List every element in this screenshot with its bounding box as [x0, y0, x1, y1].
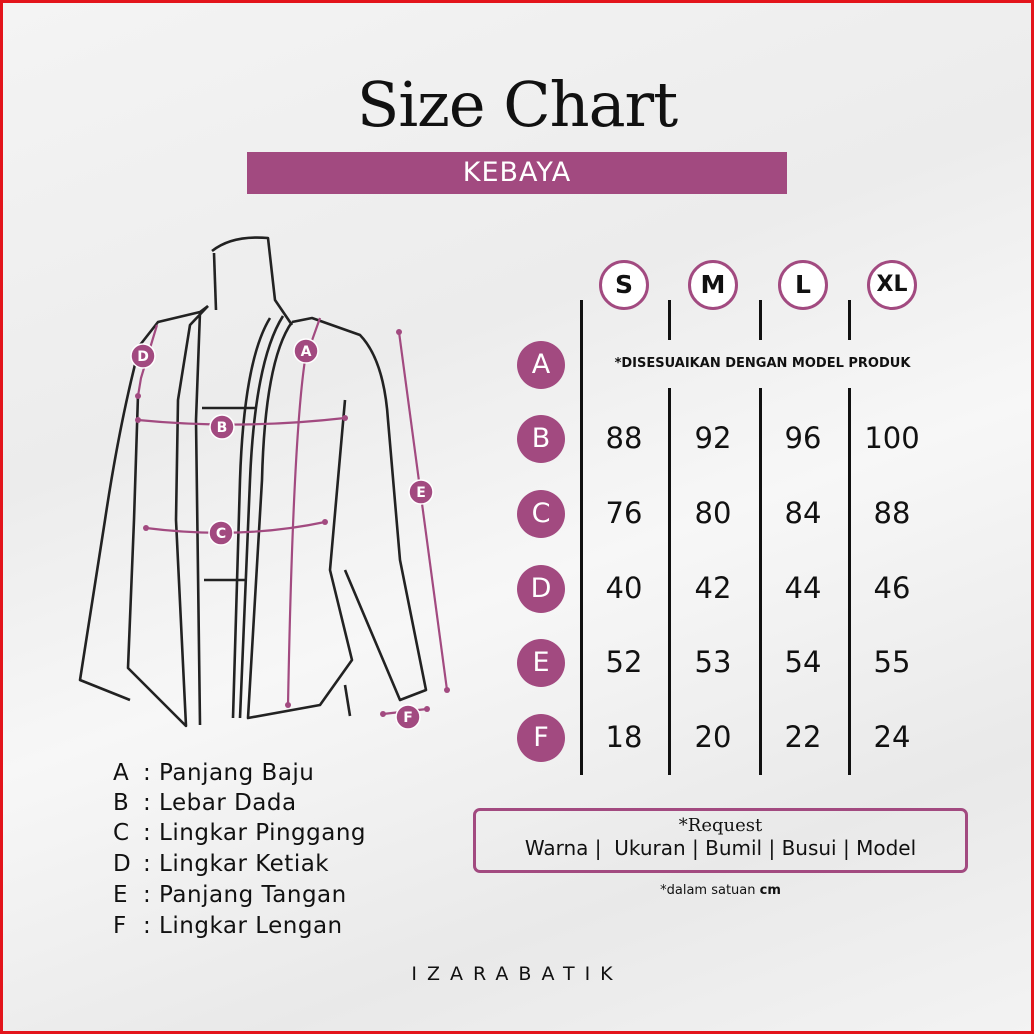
request-options: Warna | Ukuran | Bumil | Busui | Model: [524, 836, 917, 860]
legend-label: : Lebar Dada: [143, 790, 297, 816]
request-option: Ukuran: [614, 836, 686, 860]
row-label-c: C: [517, 490, 565, 538]
request-option: Model: [856, 836, 917, 860]
legend-label: : Lingkar Lengan: [143, 913, 343, 939]
legend-label: : Panjang Baju: [143, 760, 315, 786]
size-value-c-xl: 88: [873, 496, 911, 530]
row-label-a: A: [517, 341, 565, 389]
legend-label: : Lingkar Pinggang: [143, 820, 367, 846]
size-value-c-s: 76: [605, 496, 643, 530]
legend-code: A: [113, 760, 130, 786]
kebaya-diagram: A B C D E F: [78, 236, 450, 730]
legend-label: : Panjang Tangan: [143, 882, 347, 908]
row-label-b: B: [517, 415, 565, 463]
size-value-b-m: 92: [694, 421, 732, 455]
size-value-f-xl: 24: [873, 720, 911, 754]
diagram-label-f: F: [403, 710, 413, 726]
size-header-s: S: [599, 260, 649, 310]
size-value-d-xl: 46: [873, 571, 911, 605]
unit-note-text: *dalam satuan: [660, 883, 760, 898]
mannequin-neck: [211, 236, 294, 326]
diagram-marker-a: [293, 338, 319, 364]
size-value-e-xl: 55: [873, 645, 911, 679]
size-value-b-s: 88: [605, 421, 643, 455]
size-value-f-s: 18: [605, 720, 643, 754]
request-option: Bumil: [705, 836, 763, 860]
size-value-d-s: 40: [605, 571, 643, 605]
size-value-c-m: 80: [694, 496, 732, 530]
diagram-marker-b: [209, 414, 235, 440]
legend-code: F: [113, 913, 127, 939]
request-title: *Request: [678, 815, 763, 836]
table-divider: [759, 388, 762, 775]
diagram-marker-e: [408, 479, 434, 505]
diagram-label-c: C: [216, 526, 226, 542]
size-value-e-s: 52: [605, 645, 643, 679]
row-label-f: F: [517, 714, 565, 762]
legend-item: F : Lingkar Lengan: [113, 913, 343, 939]
product-banner: KEBAYA: [247, 152, 787, 194]
legend-label: : Lingkar Ketiak: [143, 851, 330, 877]
table-divider: [580, 300, 583, 775]
size-value-e-m: 53: [694, 645, 732, 679]
jacket-right-side: [291, 316, 428, 702]
request-box: *Request Warna | Ukuran | Bumil | Busui …: [473, 808, 968, 873]
table-divider: [848, 388, 851, 775]
request-option: Busui: [781, 836, 837, 860]
legend-item: E : Panjang Tangan: [113, 882, 347, 908]
legend-item: A : Panjang Baju: [113, 760, 314, 786]
legend-code: E: [113, 882, 129, 908]
page-title: Size Chart: [356, 68, 678, 141]
legend-item: D : Lingkar Ketiak: [113, 851, 329, 877]
size-value-e-l: 54: [784, 645, 822, 679]
size-value-b-l: 96: [784, 421, 822, 455]
legend-code: C: [113, 820, 130, 846]
diagram-marker-d: [130, 343, 156, 369]
row-label-d: D: [517, 565, 565, 613]
size-value-d-l: 44: [784, 571, 822, 605]
table-divider: [668, 300, 671, 340]
size-header-xl: XL: [867, 260, 917, 310]
diagram-label-e: E: [416, 485, 426, 501]
brand-logo: IZARABATIK: [411, 963, 623, 985]
size-value-f-l: 22: [784, 720, 822, 754]
legend-item: C : Lingkar Pinggang: [113, 820, 366, 846]
size-value-c-l: 84: [784, 496, 822, 530]
size-value-b-xl: 100: [864, 421, 920, 455]
legend-code: D: [113, 851, 132, 877]
diagram-marker-c: [208, 520, 234, 546]
table-divider: [759, 300, 762, 340]
row-label-e: E: [517, 639, 565, 687]
size-header-m: M: [688, 260, 738, 310]
diagram-label-a: A: [301, 344, 312, 360]
diagram-label-d: D: [137, 349, 149, 365]
diagram-label-b: B: [217, 420, 228, 436]
size-value-d-m: 42: [694, 571, 732, 605]
request-option: Warna: [524, 836, 589, 860]
size-header-l: L: [778, 260, 828, 310]
unit-note: *dalam satuan cm: [473, 883, 968, 898]
unit-note-unit: cm: [759, 883, 781, 898]
size-value-f-m: 20: [694, 720, 732, 754]
legend-code: B: [113, 790, 130, 816]
table-divider: [848, 300, 851, 340]
row-a-note: *DISESUAIKAN DENGAN MODEL PRODUK: [614, 356, 911, 371]
legend-item: B : Lebar Dada: [113, 790, 297, 816]
table-divider: [668, 388, 671, 775]
diagram-marker-f: [395, 704, 421, 730]
